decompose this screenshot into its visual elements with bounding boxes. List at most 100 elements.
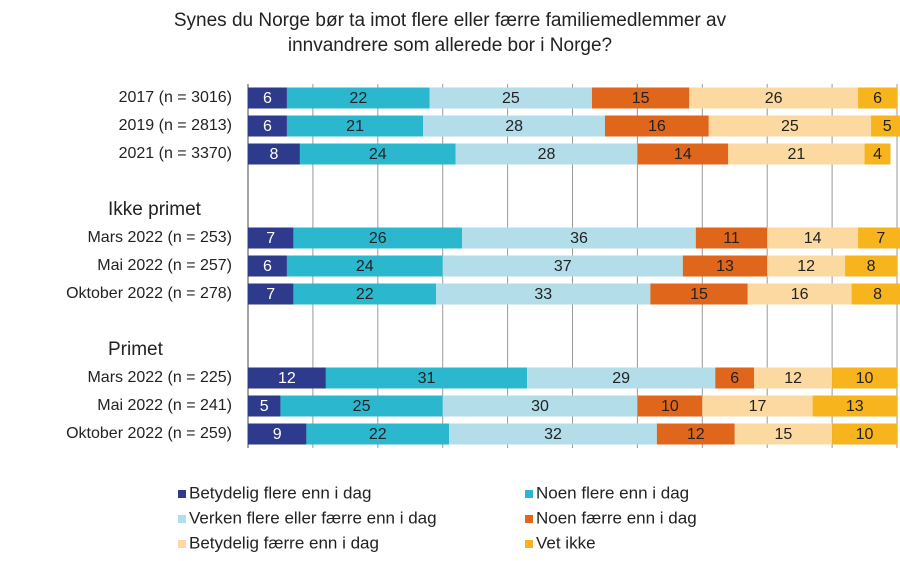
legend-label: Noen færre enn i dag bbox=[536, 508, 697, 527]
data-label: 14 bbox=[674, 146, 692, 163]
data-label: 21 bbox=[346, 118, 364, 135]
data-label: 37 bbox=[554, 258, 572, 275]
data-label: 6 bbox=[730, 370, 739, 387]
y-tick-label: Oktober 2022 (n = 278) bbox=[66, 285, 232, 302]
bar-segment bbox=[832, 367, 897, 389]
data-label: 15 bbox=[775, 426, 793, 443]
data-label: 13 bbox=[846, 398, 864, 415]
data-label: 15 bbox=[632, 90, 650, 107]
bar-segment bbox=[767, 255, 846, 277]
bar-segment bbox=[604, 115, 709, 137]
bar-segment bbox=[832, 423, 897, 445]
data-label: 15 bbox=[690, 286, 708, 303]
bar-segment bbox=[527, 367, 716, 389]
data-label: 10 bbox=[856, 370, 874, 387]
data-label: 25 bbox=[502, 90, 520, 107]
data-label: 16 bbox=[791, 286, 809, 303]
data-label: 36 bbox=[570, 230, 588, 247]
bar-segment bbox=[728, 143, 865, 165]
bar-segment bbox=[449, 423, 657, 445]
bar-segment bbox=[325, 367, 528, 389]
data-label: 24 bbox=[369, 146, 387, 163]
data-label: 5 bbox=[883, 118, 892, 135]
data-label: 22 bbox=[369, 426, 387, 443]
data-label: 33 bbox=[534, 286, 552, 303]
data-label: 30 bbox=[531, 398, 549, 415]
bar-segment bbox=[248, 255, 287, 277]
data-label: 28 bbox=[538, 146, 556, 163]
legend-swatch bbox=[525, 490, 533, 498]
bar-segment bbox=[812, 395, 897, 417]
data-label: 6 bbox=[873, 90, 882, 107]
bar-segment bbox=[695, 227, 768, 249]
bar-segment bbox=[248, 227, 294, 249]
y-tick-label: 2017 (n = 3016) bbox=[119, 89, 232, 106]
data-label: 9 bbox=[273, 426, 282, 443]
legend-swatch bbox=[525, 515, 533, 523]
legend-label: Betydelig flere enn i dag bbox=[189, 483, 371, 502]
bar-segment bbox=[248, 283, 294, 305]
y-tick-label: 2021 (n = 3370) bbox=[119, 145, 232, 162]
data-label: 8 bbox=[270, 146, 279, 163]
bar-segment bbox=[455, 143, 638, 165]
data-label: 28 bbox=[505, 118, 523, 135]
bar-segment bbox=[851, 283, 900, 305]
bar-segment bbox=[767, 227, 859, 249]
y-tick-label: Mars 2022 (n = 225) bbox=[87, 369, 232, 386]
data-label: 10 bbox=[856, 426, 874, 443]
bar-segment bbox=[248, 367, 326, 389]
bar-segment bbox=[637, 143, 729, 165]
data-label: 13 bbox=[716, 258, 734, 275]
y-tick-label: 2019 (n = 2813) bbox=[119, 117, 232, 134]
bar-segment bbox=[747, 283, 852, 305]
bar-segment bbox=[734, 423, 833, 445]
y-tick-label: Mars 2022 (n = 253) bbox=[87, 229, 232, 246]
data-label: 12 bbox=[687, 426, 705, 443]
data-label: 14 bbox=[804, 230, 822, 247]
bar-segment bbox=[280, 395, 443, 417]
bar-segment bbox=[293, 283, 437, 305]
bar-segment bbox=[248, 143, 300, 165]
group-label: Ikke primet bbox=[108, 199, 202, 220]
data-label: 6 bbox=[263, 118, 272, 135]
y-tick-label: Mai 2022 (n = 241) bbox=[97, 397, 232, 414]
bar-segment bbox=[248, 87, 287, 109]
bar-segment bbox=[708, 115, 872, 137]
bar-segment bbox=[293, 227, 463, 249]
bar-segment bbox=[591, 87, 690, 109]
bar-segment bbox=[248, 115, 287, 137]
bar-segment bbox=[248, 395, 281, 417]
data-label: 4 bbox=[873, 146, 882, 163]
data-label: 10 bbox=[661, 398, 679, 415]
data-label: 26 bbox=[765, 90, 783, 107]
bar-segment bbox=[299, 143, 456, 165]
data-label: 12 bbox=[784, 370, 802, 387]
legend-swatch bbox=[178, 515, 186, 523]
bar-segment bbox=[286, 255, 443, 277]
legend-label: Vet ikke bbox=[536, 533, 596, 552]
bar-segment bbox=[871, 115, 900, 137]
data-label: 32 bbox=[544, 426, 562, 443]
group-label: Primet bbox=[108, 339, 164, 360]
bar-segment bbox=[754, 367, 833, 389]
bar-segment bbox=[650, 283, 748, 305]
data-label: 7 bbox=[266, 230, 275, 247]
chart-title: Synes du Norge bør ta imot flere eller f… bbox=[173, 10, 727, 56]
bar-segment bbox=[637, 395, 703, 417]
bar-segment bbox=[429, 87, 592, 109]
bar-segment bbox=[689, 87, 859, 109]
data-label: 16 bbox=[648, 118, 666, 135]
bar-segment bbox=[286, 87, 430, 109]
bar-segment bbox=[436, 283, 651, 305]
data-label: 8 bbox=[873, 286, 882, 303]
y-tick-label: Oktober 2022 (n = 259) bbox=[66, 425, 232, 442]
bar-segment bbox=[858, 227, 900, 249]
legend-label: Betydelig færre enn i dag bbox=[189, 533, 379, 552]
bar-segment bbox=[715, 367, 755, 389]
bar-segment bbox=[286, 115, 424, 137]
data-label: 24 bbox=[356, 258, 374, 275]
data-label: 7 bbox=[266, 286, 275, 303]
bar-segment bbox=[656, 423, 735, 445]
data-label: 8 bbox=[867, 258, 876, 275]
